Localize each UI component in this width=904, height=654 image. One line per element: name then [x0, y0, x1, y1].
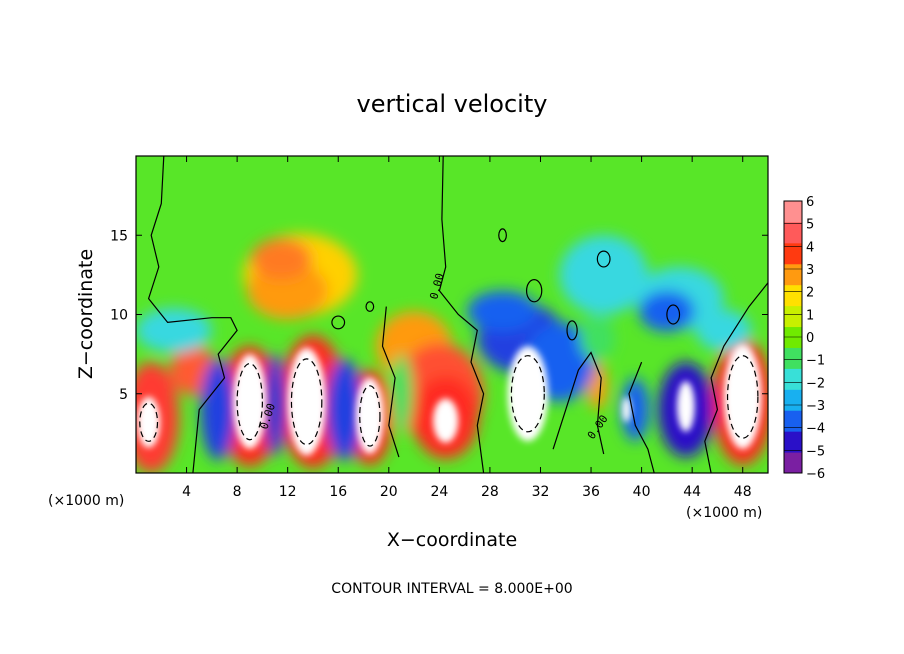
colorbar-band: [784, 221, 802, 244]
contour-loop: [236, 363, 263, 441]
colorbar-band: [784, 368, 802, 390]
contour-loop: [510, 355, 545, 433]
colorbar-tick-label: 5: [806, 218, 814, 233]
x-tick-label: 28: [481, 484, 499, 500]
colorbar-band: [784, 263, 802, 286]
field-blob: [263, 354, 287, 456]
field-core: [622, 396, 631, 423]
field-blob: [251, 238, 312, 280]
colorbar: 6 5 4 3 2 1 0 −1 −2 −3 −4 −5 −6: [783, 195, 825, 482]
colorbar-band: [784, 389, 802, 411]
x-unit-left: (×1000 m): [48, 493, 124, 509]
contour-small: [365, 301, 375, 312]
field-blob: [325, 358, 364, 461]
field-core: [433, 398, 459, 443]
colorbar-band: [784, 305, 802, 328]
field-core: [507, 346, 549, 442]
x-tick-label: 48: [734, 484, 752, 500]
colorbar-band: [784, 242, 802, 265]
colorbar-band: [784, 201, 802, 223]
x-tick-label: 12: [279, 484, 297, 500]
y-axis: 5 10 15: [110, 228, 768, 403]
colorbar-band: [784, 284, 802, 307]
colorbar-tick-label: −4: [806, 422, 825, 437]
colorbar-tick-label: 1: [806, 308, 814, 323]
contour-small: [498, 228, 507, 243]
field-core: [355, 377, 384, 454]
x-unit-right: (×1000 m): [686, 505, 762, 521]
x-axis: 4 8 12 16 20 24 28 32 36 40 44 48: [182, 156, 752, 500]
colorbar-tick-label: −1: [806, 354, 825, 369]
field-blob: [621, 377, 650, 442]
colorbar-tick-label: −3: [806, 399, 825, 414]
x-tick-label: 44: [683, 484, 701, 500]
x-tick-label: 32: [532, 484, 550, 500]
field-blob: [579, 316, 616, 361]
y-tick-label: 5: [119, 387, 128, 403]
colorbar-band: [784, 431, 802, 453]
field-core: [723, 344, 762, 450]
colorbar-tick-label: −2: [806, 376, 825, 391]
field-blob: [200, 358, 236, 461]
contour-interval-note: CONTOUR INTERVAL = 8.000E+00: [331, 581, 572, 597]
contour-small: [666, 304, 681, 325]
y-tick-label: 15: [110, 228, 128, 244]
contour-zero: [704, 282, 768, 473]
chart-title: vertical velocity: [357, 90, 548, 118]
y-tick-label: 10: [110, 308, 128, 324]
contour-zero: [381, 306, 400, 458]
contour-small: [525, 279, 543, 303]
contour-zero: [628, 361, 655, 473]
colorbar-tick-label: 6: [806, 195, 814, 210]
colorbar-band: [784, 347, 802, 369]
plot-area: [136, 156, 768, 473]
colorbar-tick-label: 4: [806, 240, 814, 255]
colorbar-tick-label: 3: [806, 263, 814, 278]
field-cores: [137, 344, 762, 456]
contour-zero: [552, 351, 605, 455]
contour-loop: [726, 355, 759, 439]
contour-zero: [147, 156, 238, 473]
field-core: [287, 347, 326, 456]
x-tick-label: 20: [380, 484, 398, 500]
x-tick-label: 24: [430, 484, 448, 500]
x-tick-label: 40: [633, 484, 651, 500]
field-blob: [390, 354, 413, 434]
field-blob: [467, 290, 538, 332]
contour-loop: [290, 358, 323, 446]
x-axis-label: X−coordinate: [387, 529, 517, 551]
x-tick-label: 36: [582, 484, 600, 500]
contour-lines: [139, 156, 768, 473]
x-tick-label: 8: [233, 484, 242, 500]
contour-zero: [438, 156, 485, 473]
colorbar-tick-label: 2: [806, 286, 814, 301]
colorbar-tick-label: −6: [806, 467, 825, 482]
field-core: [137, 396, 161, 448]
field-blob: [695, 309, 752, 351]
contour-loop: [359, 385, 381, 447]
colorbar-tick-label: 0: [806, 331, 814, 346]
contour-loop: [139, 402, 159, 442]
field-blob: [559, 235, 648, 315]
field-blob: [136, 308, 212, 353]
field-core: [233, 354, 267, 450]
x-tick-label: 4: [182, 484, 191, 500]
y-axis-label: Z−coordinate: [75, 249, 97, 379]
x-tick-label: 16: [329, 484, 347, 500]
contour-small: [331, 315, 346, 330]
colorbar-band: [784, 452, 802, 474]
colorbar-band: [784, 410, 802, 432]
field-core: [676, 381, 695, 432]
colorbar-tick-label: −5: [806, 444, 825, 459]
contour-small: [566, 320, 578, 341]
contour-small: [596, 250, 611, 268]
